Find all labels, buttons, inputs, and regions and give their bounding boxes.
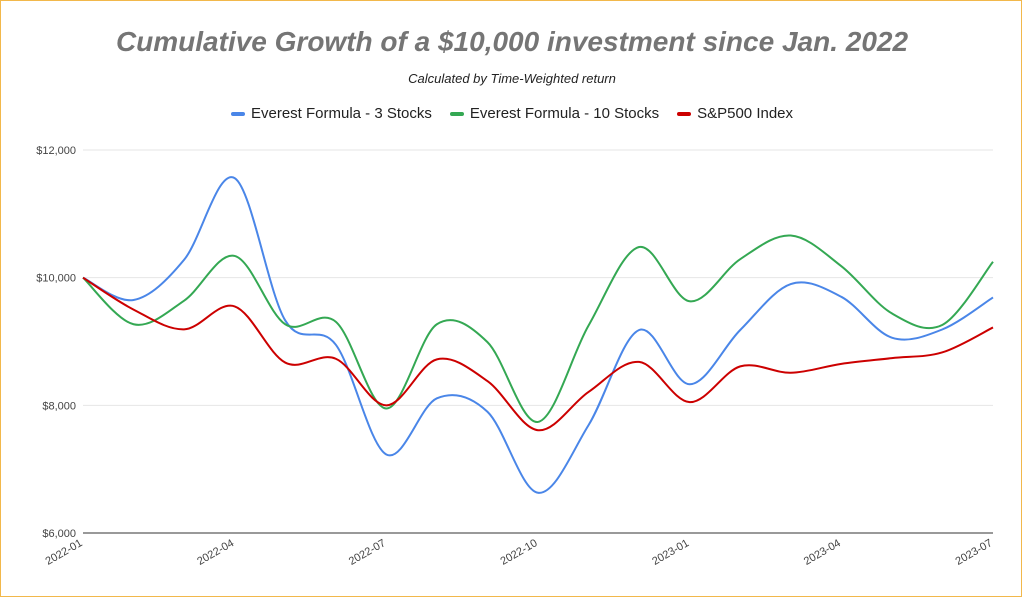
legend-label-sp500: S&P500 Index (697, 105, 794, 122)
legend-item-sp500[interactable]: S&P500 Index (677, 105, 793, 122)
x-tick-label: 2022-07 (347, 537, 388, 568)
chart-title: Cumulative Growth of a $10,000 investmen… (115, 26, 909, 57)
x-tick-label: 2022-01 (44, 537, 85, 568)
series-lines (82, 176, 994, 494)
legend-swatch-3-stocks (230, 111, 245, 116)
y-axis: $6,000 $8,000 $10,000 $12,000 (36, 145, 76, 540)
legend-swatch-10-stocks (449, 111, 464, 116)
x-tick-label: 2023-01 (650, 537, 691, 568)
series-line-2 (82, 276, 994, 432)
legend-item-3-stocks[interactable]: Everest Formula - 3 Stocks (230, 105, 432, 122)
x-tick-label: 2022-04 (195, 537, 236, 568)
y-tick-label: $8,000 (42, 400, 76, 412)
y-tick-label: $6,000 (42, 528, 76, 540)
series-line-1 (82, 234, 994, 423)
x-tick-label: 2023-04 (802, 537, 843, 568)
gridlines (83, 149, 993, 534)
x-tick-label: 2023-07 (954, 537, 995, 568)
x-tick-label: 2022-10 (499, 537, 540, 568)
x-axis: 2022-01 2022-04 2022-07 2022-10 2023-01 2023-… (44, 537, 995, 568)
chart-legend: Everest Formula - 3 Stocks Everest Formu… (0, 105, 1024, 122)
legend-item-10-stocks[interactable]: Everest Formula - 10 Stocks (449, 105, 660, 122)
y-tick-label: $10,000 (36, 273, 76, 285)
series-line-0 (82, 176, 994, 494)
legend-swatch-sp500 (677, 111, 692, 116)
legend-label-10-stocks: Everest Formula - 10 Stocks (469, 105, 660, 122)
chart-subtitle: Calculated by Time-Weighted return (408, 71, 616, 86)
y-tick-label: $12,000 (36, 145, 76, 157)
legend-label-3-stocks: Everest Formula - 3 Stocks (250, 105, 432, 122)
